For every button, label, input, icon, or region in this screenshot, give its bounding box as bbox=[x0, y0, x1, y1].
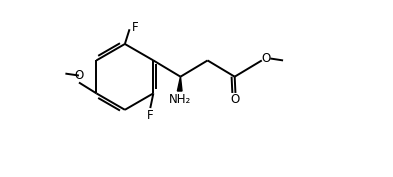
Text: O: O bbox=[231, 93, 240, 106]
Polygon shape bbox=[177, 77, 182, 91]
Text: F: F bbox=[132, 21, 138, 34]
Text: O: O bbox=[262, 52, 271, 65]
Text: NH₂: NH₂ bbox=[169, 93, 191, 106]
Text: O: O bbox=[74, 69, 84, 82]
Text: F: F bbox=[147, 109, 153, 122]
